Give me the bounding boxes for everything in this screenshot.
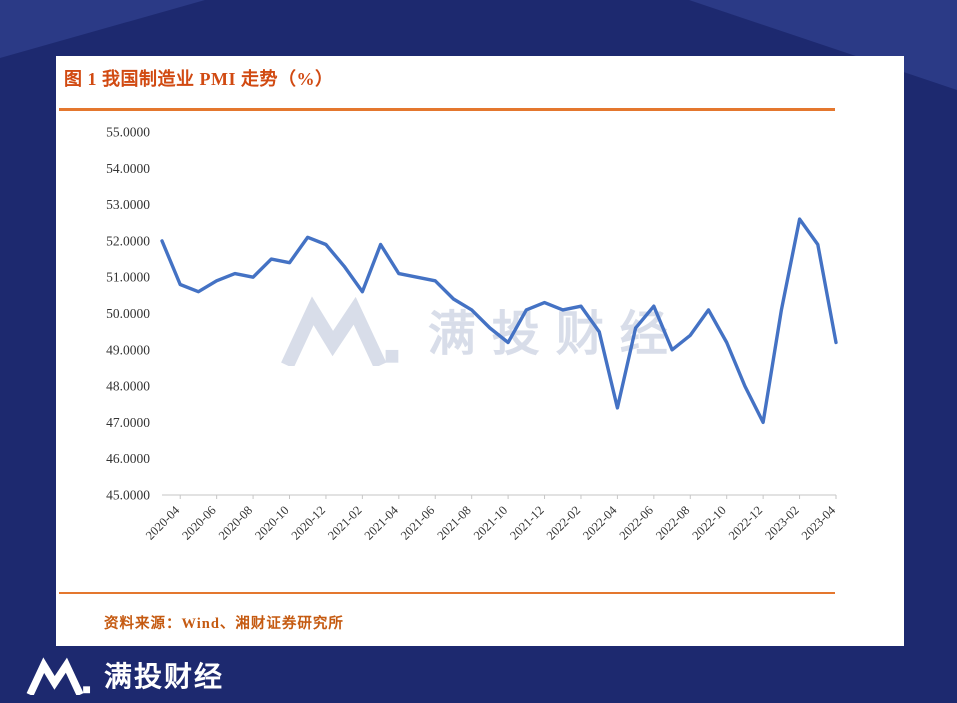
svg-text:51.0000: 51.0000 bbox=[106, 270, 150, 285]
chart-title: 图 1 我国制造业 PMI 走势（%） bbox=[64, 69, 334, 89]
svg-text:53.0000: 53.0000 bbox=[106, 197, 150, 212]
svg-text:2021-10: 2021-10 bbox=[471, 503, 510, 542]
title-divider bbox=[59, 108, 835, 111]
svg-text:45.0000: 45.0000 bbox=[106, 488, 150, 503]
brand-m-icon bbox=[26, 657, 91, 695]
svg-text:46.0000: 46.0000 bbox=[106, 451, 150, 466]
svg-text:2020-12: 2020-12 bbox=[289, 503, 328, 542]
svg-text:2022-12: 2022-12 bbox=[726, 503, 765, 542]
svg-text:2020-08: 2020-08 bbox=[216, 503, 255, 542]
svg-text:47.0000: 47.0000 bbox=[106, 415, 150, 430]
svg-text:2022-02: 2022-02 bbox=[544, 503, 583, 542]
svg-text:52.0000: 52.0000 bbox=[106, 233, 150, 248]
brand-name: 满投财经 bbox=[104, 661, 225, 692]
svg-text:49.0000: 49.0000 bbox=[106, 342, 150, 357]
chart-area: 满投财经 55.0000 54.0000 53.0000 52.0000 51.0000… bbox=[62, 116, 854, 578]
svg-text:2021-02: 2021-02 bbox=[325, 503, 364, 542]
svg-text:55.0000: 55.0000 bbox=[106, 125, 150, 140]
pmi-line-chart: 55.0000 54.0000 53.0000 52.0000 51.0000 50.00… bbox=[106, 125, 839, 543]
svg-text:54.0000: 54.0000 bbox=[106, 161, 150, 176]
svg-text:2021-08: 2021-08 bbox=[434, 503, 473, 542]
svg-text:2021-06: 2021-06 bbox=[398, 503, 437, 542]
svg-text:2022-08: 2022-08 bbox=[653, 503, 692, 542]
source-note: 资料来源：Wind、湘财证券研究所 bbox=[104, 616, 344, 632]
svg-text:2023-02: 2023-02 bbox=[762, 503, 801, 542]
svg-text:2021-04: 2021-04 bbox=[362, 503, 402, 543]
chart-card: 图 1 我国制造业 PMI 走势（%） 满投财经 55.0000 54.0000 5… bbox=[56, 56, 904, 646]
svg-text:2022-04: 2022-04 bbox=[580, 503, 620, 543]
svg-text:2022-10: 2022-10 bbox=[689, 503, 728, 542]
svg-text:2020-06: 2020-06 bbox=[179, 503, 218, 542]
svg-text:50.0000: 50.0000 bbox=[106, 306, 150, 321]
source-divider bbox=[59, 592, 835, 594]
svg-text:2020-04: 2020-04 bbox=[143, 503, 183, 543]
svg-text:2021-12: 2021-12 bbox=[507, 503, 546, 542]
svg-text:48.0000: 48.0000 bbox=[106, 379, 150, 394]
svg-text:2020-10: 2020-10 bbox=[252, 503, 291, 542]
svg-text:2023-04: 2023-04 bbox=[799, 503, 839, 543]
brand-footer: 满投财经 bbox=[26, 652, 224, 698]
corner-accent-top-left bbox=[0, 0, 205, 58]
svg-text:2022-06: 2022-06 bbox=[617, 503, 656, 542]
